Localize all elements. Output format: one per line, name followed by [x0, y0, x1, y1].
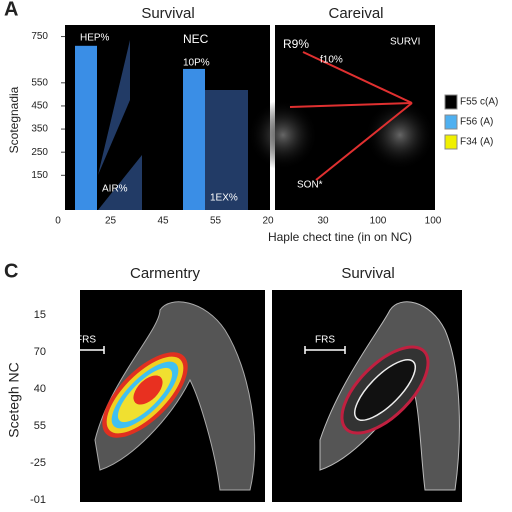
bar [75, 45, 97, 210]
panel-title: Survival [341, 265, 394, 282]
legend-swatch [444, 134, 458, 150]
annotation: 1EX% [210, 193, 238, 204]
shade [98, 40, 130, 175]
x-tick-label: 100 [425, 216, 442, 227]
y-tick-label: 55 [34, 420, 46, 432]
annotation: f10% [320, 55, 343, 66]
x-tick-label: 45 [157, 216, 169, 227]
red-lines [289, 51, 413, 181]
x-tick-label: 100 [370, 216, 387, 227]
bar [183, 68, 205, 210]
y-tick-label: 350 [31, 124, 48, 135]
legend-label: F55 c(A) [460, 97, 498, 108]
panel-title: Carmentry [130, 265, 201, 282]
y-tick-label: -01 [30, 494, 46, 506]
annotation: HEP% [80, 33, 110, 44]
chart-title: Careival [328, 5, 383, 22]
glow [365, 100, 435, 170]
annotation: SURVI [390, 37, 420, 48]
annotation: R9% [283, 37, 309, 51]
contour-right [319, 301, 460, 491]
y-tick-label: -25 [30, 457, 46, 469]
y-tick-label: 150 [31, 170, 48, 181]
glow [248, 100, 318, 170]
x-tick-label: 0 [55, 216, 61, 227]
y-tick-label: 15 [34, 309, 46, 321]
y-tick-label: 450 [31, 101, 48, 112]
y-tick-label: 70 [34, 346, 46, 358]
y-tick-label: 40 [34, 383, 46, 395]
x-tick-label: 30 [317, 216, 329, 227]
annotation: AIR% [102, 184, 128, 195]
x-tick-label: 55 [210, 216, 222, 227]
y-axis-label: Scetegh NC [6, 362, 22, 437]
annotation: NEC [183, 32, 209, 46]
y-tick-label: 550 [31, 77, 48, 88]
annotation: 10P% [183, 58, 210, 69]
scalebar-label: FRS [76, 335, 96, 346]
chart-title: Survival [141, 5, 194, 22]
y-tick-label: 750 [31, 31, 48, 42]
shade [98, 155, 142, 210]
x-axis-label: Haple chect tine (in on NC) [268, 230, 412, 244]
contour-left [94, 301, 256, 491]
legend-label: F56 (A) [460, 117, 493, 128]
x-tick-label: 20 [262, 216, 274, 227]
y-tick-label: 250 [31, 147, 48, 158]
legend-swatch [444, 114, 458, 130]
panel-label: C [4, 260, 18, 282]
panel-label: A [4, 0, 18, 20]
shade [205, 90, 248, 210]
x-tick-label: 25 [105, 216, 117, 227]
legend-swatch [444, 94, 458, 110]
y-axis-label: Scotegnadia [7, 86, 21, 153]
legend-label: F34 (A) [460, 137, 493, 148]
annotation: SON* [297, 180, 323, 191]
scalebar [67, 346, 346, 354]
scalebar-label: FRS [315, 335, 335, 346]
